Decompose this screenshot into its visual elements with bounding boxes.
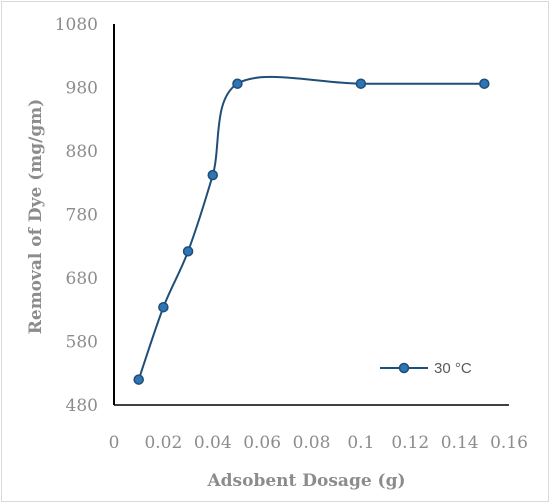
data-point	[355, 78, 367, 89]
x-tick-label: 0.16	[490, 433, 528, 453]
y-axis-ticks: 480 580 680 780 880 980 1080	[55, 15, 98, 416]
data-point	[182, 246, 194, 257]
data-point	[479, 78, 490, 89]
series-layer	[133, 75, 490, 385]
y-tick-label: 580	[66, 333, 98, 353]
legend-marker	[398, 362, 410, 374]
y-tick-label: 780	[66, 206, 98, 226]
data-point	[133, 374, 144, 385]
x-tick-label: 0.04	[194, 433, 232, 453]
series-line	[137, 75, 485, 380]
data-point	[158, 301, 169, 313]
x-axis-title: Adsobent Dosage (g)	[206, 471, 405, 491]
x-tick-label: 0.02	[144, 433, 182, 453]
data-point	[207, 169, 218, 181]
x-tick-label: 0	[109, 433, 120, 453]
y-tick-label: 980	[66, 79, 98, 99]
legend-label: 30 °C	[434, 360, 472, 377]
x-tick-label: 0.14	[441, 433, 479, 453]
y-axis-title: Removal of Dye (mg/gm)	[26, 99, 46, 335]
x-tick-label: 0.06	[243, 433, 281, 453]
y-tick-label: 880	[66, 142, 98, 162]
x-tick-label: 0.1	[347, 433, 374, 453]
data-point	[232, 78, 243, 89]
x-tick-label: 0.08	[293, 433, 331, 453]
y-tick-label: 680	[66, 269, 98, 289]
y-tick-label: 480	[66, 396, 98, 416]
y-tick-label: 1080	[55, 15, 98, 35]
legend: 30 °C	[380, 360, 472, 377]
x-tick-label: 0.12	[391, 433, 429, 453]
x-axis-ticks: 0 0.02 0.04 0.06 0.08 0.1 0.12 0.14 0.16	[109, 433, 528, 453]
